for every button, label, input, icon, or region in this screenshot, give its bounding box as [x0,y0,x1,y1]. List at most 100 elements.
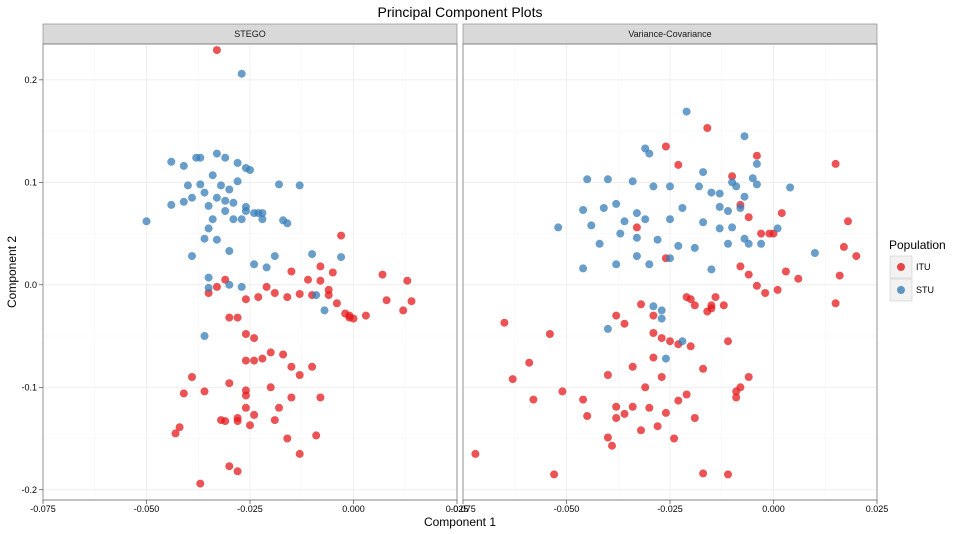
data-point-stu [666,215,674,224]
data-point-itu [649,353,658,362]
data-point-stu [229,198,238,207]
y-axis-title: Component 2 [5,236,19,308]
data-point-itu [603,371,612,379]
data-point-stu [707,188,716,197]
data-point-stu [225,247,234,255]
data-point-itu [711,293,720,302]
data-point-itu [612,402,621,411]
data-point-stu [183,181,192,190]
data-point-stu [695,182,703,191]
data-point-itu [794,274,803,283]
data-point-itu [233,467,242,476]
y-tick-label: 0.2 [24,75,37,85]
x-tick-label: 0.025 [866,504,889,514]
data-point-stu [204,283,213,292]
data-point-itu [686,295,695,304]
data-point-itu [250,410,259,419]
data-point-itu [471,449,480,458]
data-point-itu [262,282,271,291]
points-variance-covariance [471,107,861,479]
data-point-itu [212,282,221,291]
data-point-stu [237,282,246,291]
data-point-itu [250,356,259,365]
data-point-itu [258,354,267,363]
y-tick-label: 0.1 [24,177,37,187]
data-point-stu [595,239,604,248]
data-point-itu [637,300,645,309]
data-point-stu [666,254,674,263]
data-point-stu [225,185,234,194]
data-point-itu [608,441,616,450]
data-point-stu [773,224,782,233]
data-point-itu [287,267,296,276]
data-point-itu [699,364,708,373]
data-point-itu [241,330,250,338]
data-point-itu [752,151,761,160]
data-point-stu [579,264,588,273]
data-point-itu [304,275,312,284]
data-point-stu [212,235,221,244]
data-point-itu [777,209,786,218]
data-point-itu [283,434,292,443]
data-point-itu [649,311,658,320]
x-axis-ticks: -0.075 -0.050 -0.025 0.000 0.025-0.075 -0.050… [30,500,888,514]
data-point-stu [632,209,641,218]
data-point-stu [810,249,819,257]
legend-dot-stu [897,286,905,294]
data-point-itu [328,268,337,277]
data-point-stu [237,69,246,78]
data-point-itu [378,270,387,279]
data-point-itu [179,389,188,398]
data-point-stu [678,337,687,346]
data-point-itu [603,433,612,442]
data-point-itu [241,403,250,412]
data-point-itu [266,383,275,392]
data-point-itu [270,416,279,425]
x-tick-label: -0.025 [657,504,683,514]
data-point-itu [279,350,288,359]
data-point-stu [757,239,766,248]
data-point-itu [773,285,782,294]
data-point-itu [831,159,840,168]
data-point-stu [241,207,250,215]
data-point-itu [246,421,254,430]
data-point-itu [690,301,699,310]
data-point-stu [233,158,242,167]
data-point-itu [670,434,679,443]
data-point-stu [237,215,246,224]
data-point-itu [171,429,180,438]
data-point-itu [831,299,840,308]
data-point-stu [188,193,196,202]
data-point-itu [628,402,637,411]
data-point-itu [270,289,279,297]
data-point-itu [761,289,770,297]
x-tick-label: -0.050 [134,504,160,514]
data-point-stu [690,243,699,252]
data-point-itu [661,142,670,151]
data-point-stu [579,206,588,214]
data-point-itu [736,262,745,271]
data-point-stu [208,171,217,180]
data-point-itu [632,223,641,232]
data-point-stu [715,189,724,198]
data-point-itu [361,311,370,320]
legend-dot-itu [897,263,905,271]
data-point-itu [254,293,263,302]
data-point-itu [732,387,741,396]
data-point-itu [295,290,304,298]
panel-stego: STEGO [42,23,458,501]
data-point-itu [545,330,554,338]
data-point-itu [728,172,737,181]
data-point-stu [221,153,230,162]
data-point-itu [674,160,683,169]
data-point-itu [724,470,732,479]
data-point-stu [200,332,209,340]
data-point-itu [852,252,861,261]
data-point-itu [225,462,234,471]
data-point-itu [250,334,259,343]
data-point-stu [707,265,716,274]
data-point-stu [258,215,267,224]
data-point-stu [233,177,242,186]
y-tick-label: -0.2 [21,485,37,495]
